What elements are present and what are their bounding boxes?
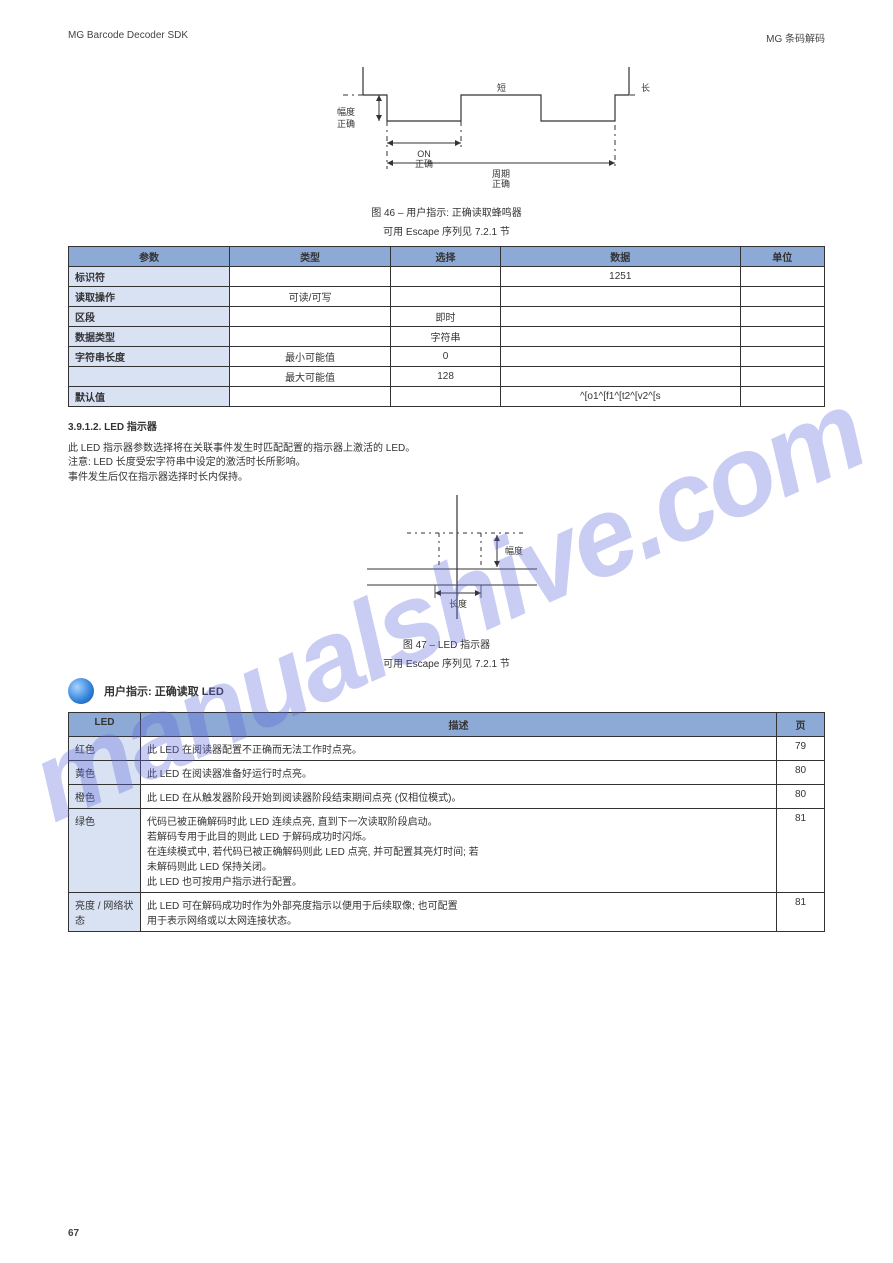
row-label-cell — [69, 367, 230, 387]
table-row: 橙色此 LED 在从触发器阶段开始到阅读器阶段结束期间点亮 (仅相位模式)。80 — [69, 785, 825, 809]
figure-47-note: 可用 Escape 序列见 7.2.1 节 — [68, 655, 825, 670]
table-page-cell: 81 — [777, 809, 825, 893]
bullet-icon — [68, 678, 94, 704]
table-cell — [391, 287, 501, 307]
table-cell — [230, 267, 391, 287]
table-row: 绿色代码已被正确解码时此 LED 连续点亮, 直到下一次读取阶段启动。 若解码专… — [69, 809, 825, 893]
table-cell: 128 — [391, 367, 501, 387]
page-number: 67 — [68, 1228, 79, 1239]
table-cell: 即时 — [391, 307, 501, 327]
table-cell — [501, 287, 741, 307]
table-desc-cell: 此 LED 在阅读器配置不正确而无法工作时点亮。 — [141, 737, 777, 761]
row-label-cell: 红色 — [69, 737, 141, 761]
row-label-cell: 黄色 — [69, 761, 141, 785]
table-row: 默认值 ^[o1^[f1^[t2^[v2^[s — [69, 387, 825, 407]
table-cell — [501, 307, 741, 327]
table-cell: ^[o1^[f1^[t2^[v2^[s — [501, 387, 741, 407]
svg-text:长: 长 — [641, 82, 650, 93]
figure-46-note: 可用 Escape 序列见 7.2.1 节 — [68, 223, 825, 238]
section-number: 3.9.1.2. LED 指示器 — [68, 421, 825, 436]
section-description: 此 LED 指示器参数选择将在关联事件发生时匹配配置的指示器上激活的 LED。 … — [68, 442, 825, 486]
subsection-header: 用户指示: 正确读取 LED — [68, 678, 825, 704]
table-cell — [740, 267, 824, 287]
table-row: 黄色此 LED 在阅读器准备好运行时点亮。80 — [69, 761, 825, 785]
row-label-cell: 橙色 — [69, 785, 141, 809]
row-label-cell: 绿色 — [69, 809, 141, 893]
table-cell — [230, 387, 391, 407]
table-header-cell: 数据 — [501, 247, 741, 267]
table-cell — [501, 327, 741, 347]
figure-46-caption: 图 46 – 用户指示: 正确读取蜂鸣器 — [68, 204, 825, 219]
parameter-table: 参数类型选择数据单位 标识符1251读取操作可读/可写区段即时数据类型字符串字符… — [68, 246, 825, 407]
table-desc-cell: 此 LED 在从触发器阶段开始到阅读器阶段结束期间点亮 (仅相位模式)。 — [141, 785, 777, 809]
table-desc-cell: 此 LED 在阅读器准备好运行时点亮。 — [141, 761, 777, 785]
table-cell — [740, 327, 824, 347]
table-row: 亮度 / 网络状态此 LED 可在解码成功时作为外部亮度指示以便用于后续取像; … — [69, 893, 825, 932]
svg-text:ON: ON — [417, 149, 431, 159]
table-cell — [740, 387, 824, 407]
table-cell: 1251 — [501, 267, 741, 287]
table-cell — [391, 387, 501, 407]
table-header-cell: 页 — [777, 713, 825, 737]
svg-text:周期: 周期 — [491, 169, 509, 179]
led-table: LED描述页 红色此 LED 在阅读器配置不正确而无法工作时点亮。79黄色此 L… — [68, 712, 825, 932]
svg-text:正确: 正确 — [414, 158, 432, 169]
table-cell — [501, 367, 741, 387]
row-label-cell: 标识符 — [69, 267, 230, 287]
table-page-cell: 80 — [777, 785, 825, 809]
row-label-cell: 字符串长度 — [69, 347, 230, 367]
table-cell — [501, 347, 741, 367]
table-cell — [391, 267, 501, 287]
row-label-cell: 区段 — [69, 307, 230, 327]
table-row: 数据类型 字符串 — [69, 327, 825, 347]
table-cell: 最小可能值 — [230, 347, 391, 367]
svg-text:幅度: 幅度 — [505, 545, 523, 556]
header-right: MG 条码解码 — [766, 30, 825, 45]
figure-47-diagram: 幅度长度 — [68, 489, 825, 630]
table-cell — [230, 327, 391, 347]
table-cell — [740, 347, 824, 367]
svg-text:正确: 正确 — [491, 178, 509, 189]
table-cell: 可读/可写 — [230, 287, 391, 307]
svg-text:幅度: 幅度 — [337, 106, 355, 117]
table-page-cell: 80 — [777, 761, 825, 785]
table-cell: 最大可能值 — [230, 367, 391, 387]
table-row: 字符串长度最小可能值0 — [69, 347, 825, 367]
table-cell: 字符串 — [391, 327, 501, 347]
table-desc-cell: 此 LED 可在解码成功时作为外部亮度指示以便用于后续取像; 也可配置 用于表示… — [141, 893, 777, 932]
table-header-cell: 单位 — [740, 247, 824, 267]
table-cell: 0 — [391, 347, 501, 367]
page-header: MG Barcode Decoder SDK MG 条码解码 — [68, 30, 825, 41]
table-row: 红色此 LED 在阅读器配置不正确而无法工作时点亮。79 — [69, 737, 825, 761]
table-desc-cell: 代码已被正确解码时此 LED 连续点亮, 直到下一次读取阶段启动。 若解码专用于… — [141, 809, 777, 893]
svg-text:长度: 长度 — [448, 598, 466, 609]
subsection-title: 用户指示: 正确读取 LED — [104, 683, 224, 699]
table-header-cell: 描述 — [141, 713, 777, 737]
header-left: MG Barcode Decoder SDK — [68, 30, 188, 41]
table-header-cell: 参数 — [69, 247, 230, 267]
table-row: 最大可能值128 — [69, 367, 825, 387]
svg-text:短: 短 — [497, 82, 506, 93]
table-cell — [230, 307, 391, 327]
page-footer: 67 — [0, 1228, 893, 1239]
row-label-cell: 默认值 — [69, 387, 230, 407]
row-label-cell: 亮度 / 网络状态 — [69, 893, 141, 932]
table-header-cell: 类型 — [230, 247, 391, 267]
table-cell — [740, 367, 824, 387]
table-header-cell: LED — [69, 713, 141, 737]
table-row: 区段 即时 — [69, 307, 825, 327]
row-label-cell: 读取操作 — [69, 287, 230, 307]
figure-47-caption: 图 47 – LED 指示器 — [68, 636, 825, 651]
svg-text:正确: 正确 — [337, 118, 355, 129]
table-row: 读取操作可读/可写 — [69, 287, 825, 307]
table-header-cell: 选择 — [391, 247, 501, 267]
table-cell — [740, 287, 824, 307]
table-page-cell: 79 — [777, 737, 825, 761]
table-cell — [740, 307, 824, 327]
table-row: 标识符 1251 — [69, 267, 825, 287]
figure-46-diagram: 短长幅度正确ON正确周期正确 — [68, 55, 825, 198]
row-label-cell: 数据类型 — [69, 327, 230, 347]
table-page-cell: 81 — [777, 893, 825, 932]
